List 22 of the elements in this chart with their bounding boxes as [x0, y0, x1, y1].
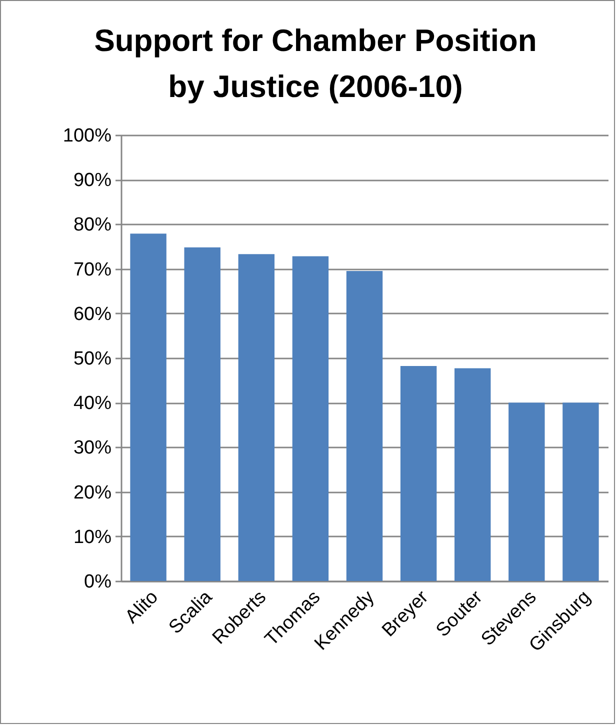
bar: [508, 402, 545, 581]
y-tick-label: 70%: [73, 259, 112, 280]
bar: [292, 256, 329, 581]
chart-title: Support for Chamber Position by Justice (2006-10): [94, 23, 537, 104]
x-tick-label: Alito: [121, 586, 162, 628]
y-tick-label: 60%: [73, 304, 112, 325]
y-tick-label: 30%: [73, 438, 112, 459]
bar: [184, 247, 220, 581]
bar: [130, 234, 166, 581]
y-tick-label: 20%: [73, 482, 112, 504]
bar: [562, 402, 599, 581]
y-tick-label: 40%: [73, 393, 112, 414]
y-tick-label: 10%: [73, 526, 112, 548]
bar: [238, 254, 275, 581]
y-tick-label: 100%: [62, 126, 112, 146]
y-tick-label: 90%: [73, 170, 112, 192]
bar: [400, 366, 437, 581]
bar: [346, 271, 383, 581]
y-tick-label: 50%: [73, 348, 112, 370]
y-tick-label: 0%: [84, 572, 112, 592]
bar: [454, 368, 491, 581]
y-tick-label: 80%: [73, 214, 112, 236]
